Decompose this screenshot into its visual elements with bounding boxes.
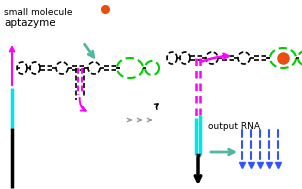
Text: output RNA: output RNA bbox=[208, 122, 260, 131]
Text: small molecule: small molecule bbox=[4, 8, 72, 17]
Text: aptazyme: aptazyme bbox=[4, 18, 56, 28]
